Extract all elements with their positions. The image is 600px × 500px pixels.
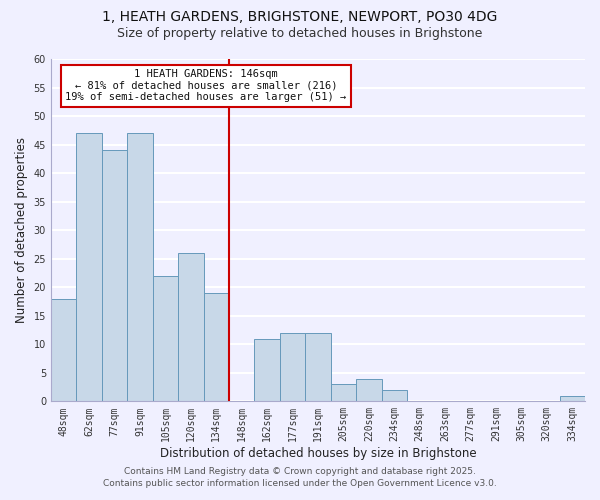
Bar bbox=[356, 378, 382, 402]
Bar bbox=[102, 150, 127, 402]
Text: 1, HEATH GARDENS, BRIGHSTONE, NEWPORT, PO30 4DG: 1, HEATH GARDENS, BRIGHSTONE, NEWPORT, P… bbox=[103, 10, 497, 24]
Bar bbox=[382, 390, 407, 402]
Bar bbox=[178, 253, 203, 402]
Bar bbox=[203, 293, 229, 402]
X-axis label: Distribution of detached houses by size in Brighstone: Distribution of detached houses by size … bbox=[160, 447, 476, 460]
Bar bbox=[305, 333, 331, 402]
Text: 1 HEATH GARDENS: 146sqm
← 81% of detached houses are smaller (216)
19% of semi-d: 1 HEATH GARDENS: 146sqm ← 81% of detache… bbox=[65, 70, 346, 102]
Bar bbox=[560, 396, 585, 402]
Y-axis label: Number of detached properties: Number of detached properties bbox=[15, 137, 28, 323]
Text: Contains HM Land Registry data © Crown copyright and database right 2025.
Contai: Contains HM Land Registry data © Crown c… bbox=[103, 466, 497, 487]
Bar bbox=[331, 384, 356, 402]
Bar bbox=[254, 338, 280, 402]
Text: Size of property relative to detached houses in Brighstone: Size of property relative to detached ho… bbox=[118, 28, 482, 40]
Bar bbox=[51, 298, 76, 402]
Bar bbox=[76, 133, 102, 402]
Bar bbox=[127, 133, 152, 402]
Bar bbox=[152, 276, 178, 402]
Bar bbox=[280, 333, 305, 402]
